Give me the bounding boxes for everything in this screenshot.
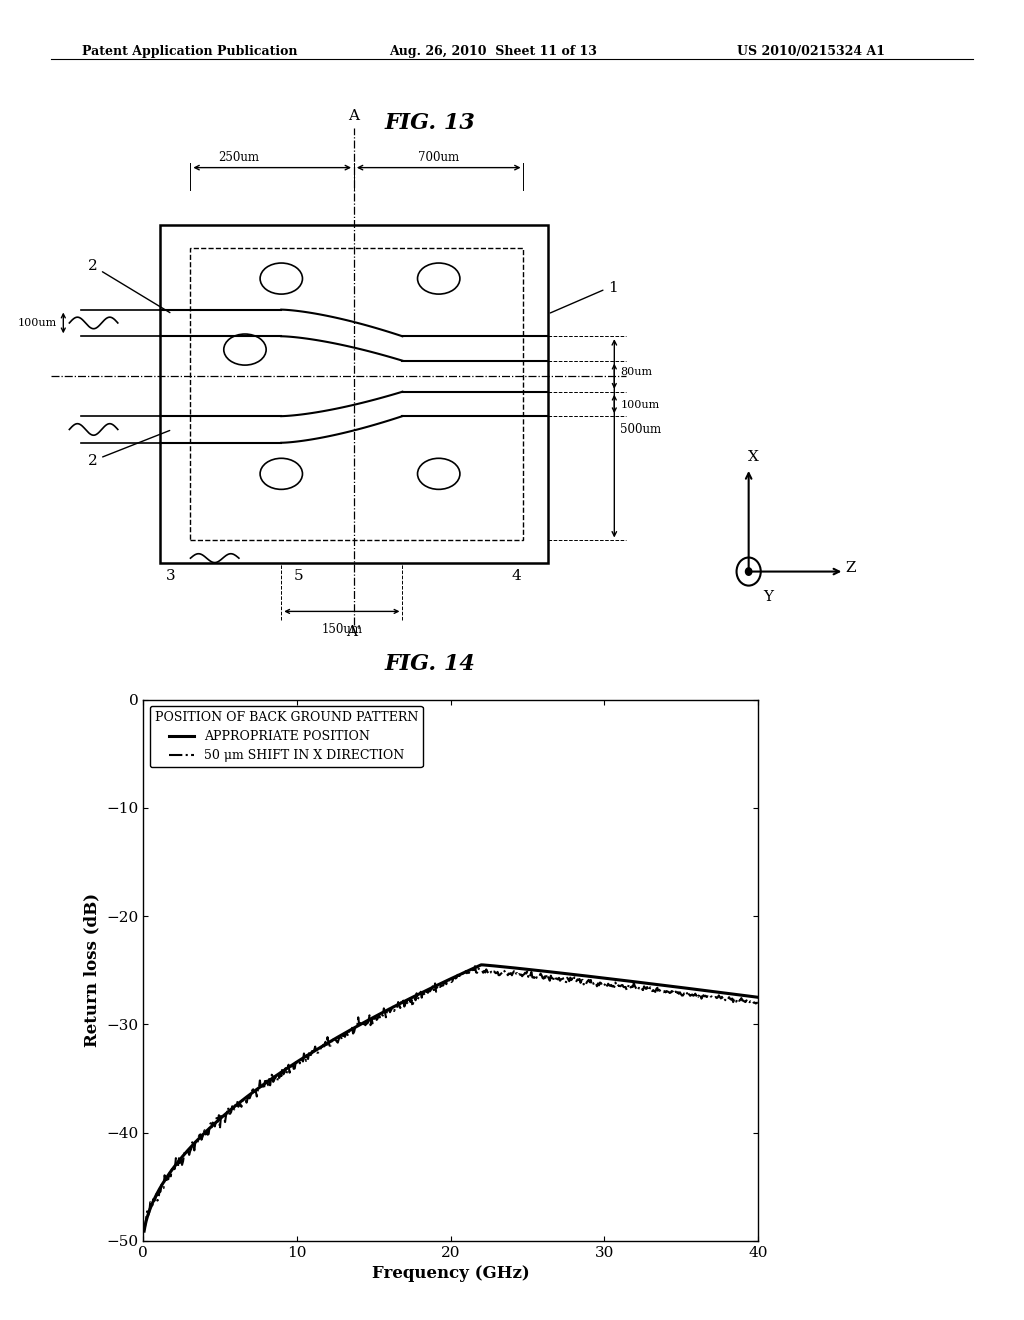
Text: 1: 1 (550, 281, 618, 313)
Text: FIG. 13: FIG. 13 (385, 112, 475, 135)
Text: 3: 3 (166, 569, 176, 583)
Text: 4: 4 (511, 569, 521, 583)
Text: A: A (348, 110, 359, 123)
Text: 250um: 250um (218, 150, 259, 164)
Text: 100um: 100um (18, 318, 57, 327)
Y-axis label: Return loss (dB): Return loss (dB) (84, 894, 100, 1047)
Bar (160, 226, 548, 562)
Text: 2: 2 (87, 430, 170, 469)
Text: 100um: 100um (621, 400, 659, 411)
Text: US 2010/0215324 A1: US 2010/0215324 A1 (737, 45, 886, 58)
Text: Y: Y (763, 590, 773, 605)
Text: FIG. 14: FIG. 14 (385, 653, 475, 676)
X-axis label: Frequency (GHz): Frequency (GHz) (372, 1265, 529, 1282)
Text: 500um: 500um (621, 422, 662, 436)
Text: 2: 2 (87, 259, 170, 313)
Text: Patent Application Publication: Patent Application Publication (82, 45, 297, 58)
Text: A': A' (346, 624, 361, 639)
Text: X: X (748, 450, 759, 463)
Text: 150um: 150um (322, 623, 362, 635)
Text: Z: Z (846, 561, 856, 576)
Legend: APPROPRIATE POSITION, 50 μm SHIFT IN X DIRECTION: APPROPRIATE POSITION, 50 μm SHIFT IN X D… (150, 706, 423, 767)
Text: 80um: 80um (621, 367, 652, 376)
Bar (190, 248, 523, 540)
Circle shape (745, 568, 752, 576)
Text: 5: 5 (294, 569, 303, 583)
Text: Aug. 26, 2010  Sheet 11 of 13: Aug. 26, 2010 Sheet 11 of 13 (389, 45, 597, 58)
Text: 700um: 700um (418, 150, 460, 164)
